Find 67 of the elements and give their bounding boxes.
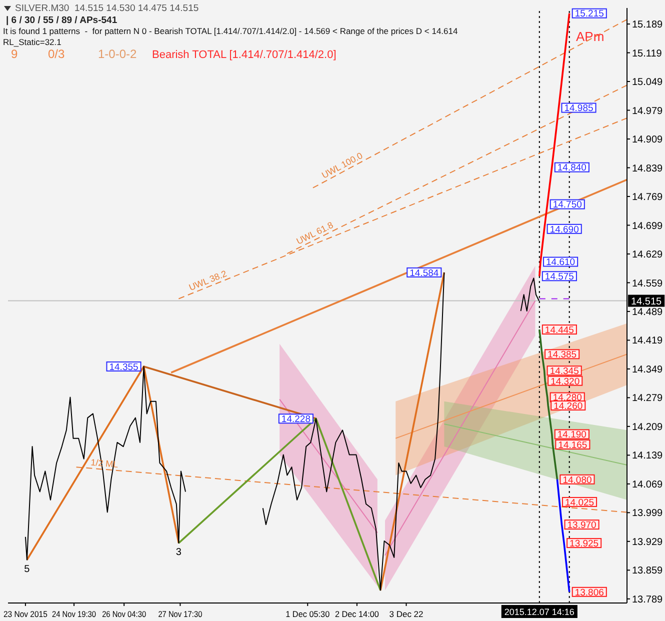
annotation: 14.690 xyxy=(550,224,579,236)
y-tick-label: 14.139 xyxy=(632,450,664,462)
y-tick-label: 14.069 xyxy=(632,479,664,490)
x-tick-label: 23 Nov 2015 xyxy=(3,609,52,619)
y-tick-label: 14.979 xyxy=(632,106,664,117)
annotation: 13.970 xyxy=(567,520,596,531)
annotation: 5 xyxy=(24,564,30,575)
y-tick-label: 14.699 xyxy=(632,220,664,232)
annotation: 1-0-0-2 xyxy=(98,47,137,61)
ref-line-label: 2015.12.07 14:16 xyxy=(504,607,574,617)
y-tick-label: 15.049 xyxy=(632,77,664,88)
annotation: 14.280 xyxy=(552,392,582,404)
y-tick-label: 14.769 xyxy=(632,192,664,204)
y-tick-label: 14.489 xyxy=(632,307,664,318)
y-tick-label: 13.859 xyxy=(632,566,664,577)
x-tick-label: 2 Dec 14:00 xyxy=(334,609,381,619)
y-tick-label: 13.929 xyxy=(632,536,664,548)
annotation: 14.228 xyxy=(281,414,310,426)
y-tick-label: 14.909 xyxy=(632,134,664,146)
x-tick-label: 1 Dec 05:30 xyxy=(286,609,332,619)
chart-title: SILVER.M30 14.515 14.530 14.475 14.515 xyxy=(15,3,199,14)
y-tick-label: 13.999 xyxy=(632,508,664,520)
x-tick-label: 27 Nov 17:30 xyxy=(158,609,209,619)
annotation: 14.355 xyxy=(109,362,138,373)
annotation: 14.610 xyxy=(546,257,576,268)
annotation: Bearish TOTAL [1.414/.707/1.414/2.0] xyxy=(152,49,336,61)
annotation: It is found 1 patterns - for pattern N 0 - Bearish TOTAL [1.414/.707/1.414/2.0] - 14.569 < Range of the prices D < 14.614 xyxy=(3,26,458,36)
annotation: 3 xyxy=(176,547,182,558)
y-tick-label: 14.559 xyxy=(632,278,664,290)
annotation: 14.840 xyxy=(557,162,586,174)
annotation: 13.925 xyxy=(570,538,599,550)
y-tick-label: 14.419 xyxy=(632,336,664,347)
series-label: 1/2 ML xyxy=(90,457,119,470)
annotation: 0/3 xyxy=(48,47,65,61)
annotation: 14.445 xyxy=(544,324,574,336)
annotation: RL_Static=32.1 xyxy=(3,37,62,47)
annotation: 14.385 xyxy=(548,350,577,361)
y-tick-label: 14.279 xyxy=(632,393,664,404)
x-tick-label: 26 Nov 04:30 xyxy=(102,609,153,619)
annotation: 14.025 xyxy=(564,497,594,508)
text: | 6 / 30 / 55 / 89 / APs-541 xyxy=(6,15,118,26)
annotation: 14.260 xyxy=(554,400,583,412)
annotation: 15.215 xyxy=(574,8,604,20)
text: UWL 38.2 xyxy=(188,268,228,293)
annotation: APm xyxy=(576,29,604,44)
annotation: 14.584 xyxy=(410,268,439,279)
annotation: 14.750 xyxy=(552,200,582,211)
annotation: 14.190 xyxy=(557,430,586,441)
y-tick-label: 15.189 xyxy=(632,20,664,31)
y-tick-label: 14.349 xyxy=(632,364,664,376)
annotation: 14.575 xyxy=(544,272,574,283)
x-tick-label: 24 Nov 19:30 xyxy=(52,609,103,619)
annotation: 14.165 xyxy=(558,440,588,451)
y-tick-label: 14.209 xyxy=(632,422,664,433)
x-tick-label: 3 Dec 22 xyxy=(389,609,424,619)
annotation: 9 xyxy=(11,47,18,61)
annotation: 14.985 xyxy=(564,103,594,114)
y-tick-label: 14.839 xyxy=(632,163,664,174)
annotation: 14.080 xyxy=(562,474,592,486)
text: UWL 61.8 xyxy=(294,220,335,246)
y-tick-label: 15.119 xyxy=(632,48,662,60)
y-tick-label: 14.629 xyxy=(632,250,664,261)
y-tick-label: 13.789 xyxy=(632,594,664,606)
ref-line-label: 14.515 xyxy=(631,296,662,308)
annotation: 14.320 xyxy=(550,376,580,388)
annotation: 14.345 xyxy=(550,366,579,377)
annotation: 13.806 xyxy=(574,587,604,598)
